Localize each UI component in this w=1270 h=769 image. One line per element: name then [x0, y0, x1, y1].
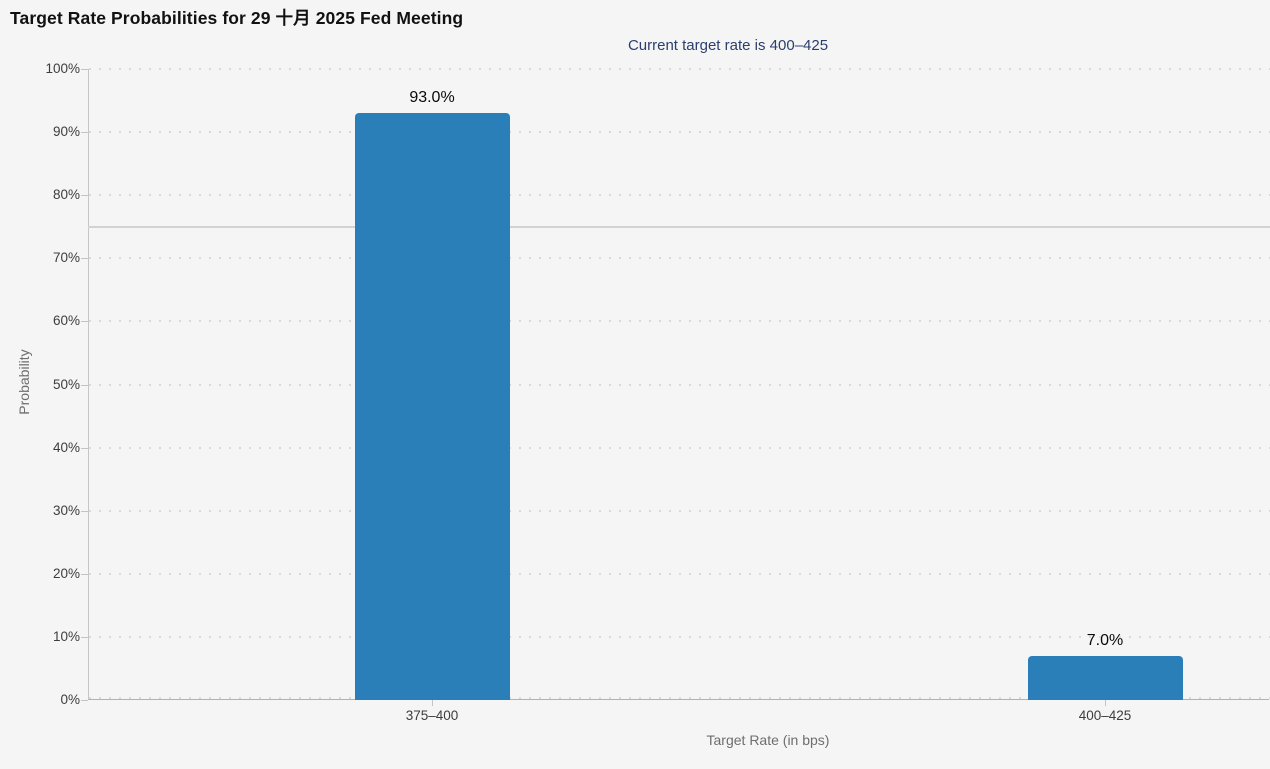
y-axis-tick — [81, 636, 88, 638]
y-axis-tick — [81, 384, 88, 386]
y-axis-tick — [81, 195, 88, 197]
y-tick-label: 80% — [52, 187, 80, 203]
x-tick-label: 400–425 — [1078, 708, 1132, 723]
chart-title: Target Rate Probabilities for 29 十月 2025… — [10, 8, 464, 28]
y-tick-label: 0% — [60, 692, 80, 707]
gridline-60% — [89, 320, 1270, 323]
y-tick-label: 60% — [52, 313, 80, 329]
reference-line — [88, 225, 1270, 228]
y-tick-label: 50% — [52, 376, 80, 392]
y-axis-tick — [81, 321, 88, 323]
y-tick-label: 100% — [45, 61, 80, 76]
y-axis-tick — [81, 573, 88, 575]
probability-bar-375–400[interactable] — [354, 113, 510, 700]
y-tick-label: 40% — [52, 439, 80, 455]
gridline-80% — [89, 194, 1270, 197]
y-tick-label: 20% — [52, 565, 80, 581]
gridline-50% — [89, 383, 1270, 386]
y-tick-label: 10% — [52, 628, 80, 644]
gridline-40% — [89, 446, 1270, 449]
gridline-30% — [89, 509, 1270, 512]
gridline-70% — [89, 257, 1270, 260]
x-tick-label: 375–400 — [405, 708, 459, 723]
bar-value-label: 7.0% — [1086, 631, 1124, 649]
x-axis-tick — [432, 700, 433, 706]
x-axis-title: Target Rate (in bps) — [706, 732, 830, 748]
y-axis-tick — [81, 447, 88, 449]
gridline-10% — [89, 635, 1270, 638]
y-axis-tick — [81, 700, 88, 701]
gridline-0% — [89, 697, 1270, 699]
y-axis-tick — [81, 132, 88, 134]
gridline-20% — [89, 572, 1270, 575]
y-tick-label: 90% — [52, 124, 80, 140]
bar-value-label: 93.0% — [409, 89, 455, 107]
plot-area — [88, 69, 1269, 700]
probability-bar-400–425[interactable] — [1027, 655, 1183, 700]
chart-subtitle: Current target rate is 400–425 — [627, 37, 829, 54]
y-axis-tick — [81, 69, 88, 70]
y-axis-tick — [81, 510, 88, 512]
x-axis-tick — [1105, 700, 1106, 706]
y-tick-label: 30% — [52, 502, 80, 518]
y-tick-label: 70% — [52, 250, 80, 266]
gridline-100% — [89, 68, 1270, 70]
y-axis-tick — [81, 258, 88, 260]
gridline-90% — [89, 131, 1270, 134]
